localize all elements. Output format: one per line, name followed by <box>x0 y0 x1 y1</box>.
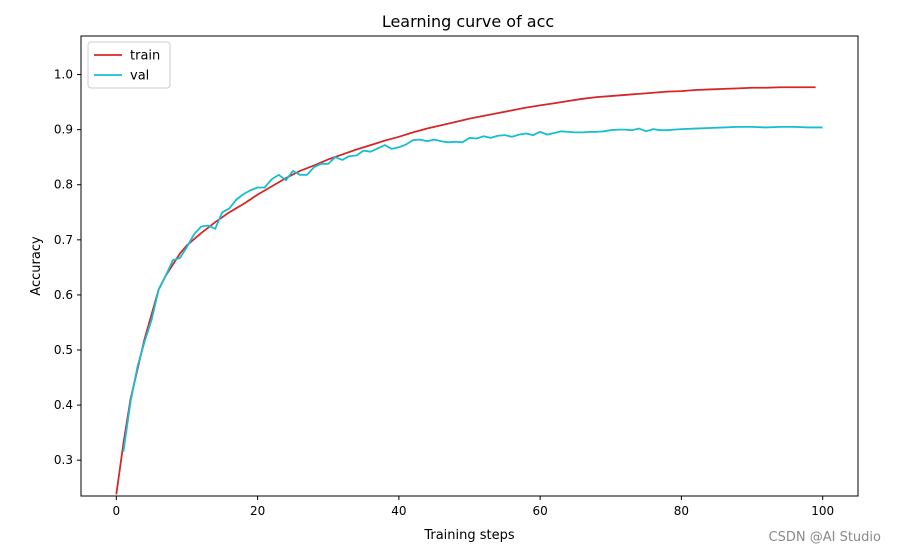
x-tick-label: 60 <box>532 504 547 518</box>
series-line-train <box>115 86 816 495</box>
x-tick-label: 40 <box>391 504 406 518</box>
y-tick-label: 0.3 <box>54 453 73 467</box>
y-tick-label: 0.4 <box>54 398 73 412</box>
chart-title: Learning curve of acc <box>382 12 554 31</box>
y-tick-label: 0.5 <box>54 343 73 357</box>
legend-box <box>87 41 171 89</box>
x-axis-label: Training steps <box>423 528 515 543</box>
x-tick-label: 100 <box>811 504 834 518</box>
x-tick-label: 0 <box>112 504 120 518</box>
legend-label-val: val <box>130 69 149 84</box>
y-tick-label: 0.6 <box>54 288 73 302</box>
legend: train val <box>87 41 171 89</box>
plot-area-frame <box>80 35 859 497</box>
y-tick-label: 0.7 <box>54 233 73 247</box>
x-tick-label: 80 <box>674 504 689 518</box>
y-axis-label: Accuracy <box>29 236 44 296</box>
y-tick-label: 0.8 <box>54 178 73 192</box>
y-tick-label: 1.0 <box>54 68 73 82</box>
legend-label-train: train <box>130 49 160 64</box>
watermark: CSDN @AI Studio <box>768 530 881 545</box>
y-tick-label: 0.9 <box>54 123 73 137</box>
series-line-val <box>122 126 823 453</box>
x-tick-label: 20 <box>250 504 265 518</box>
